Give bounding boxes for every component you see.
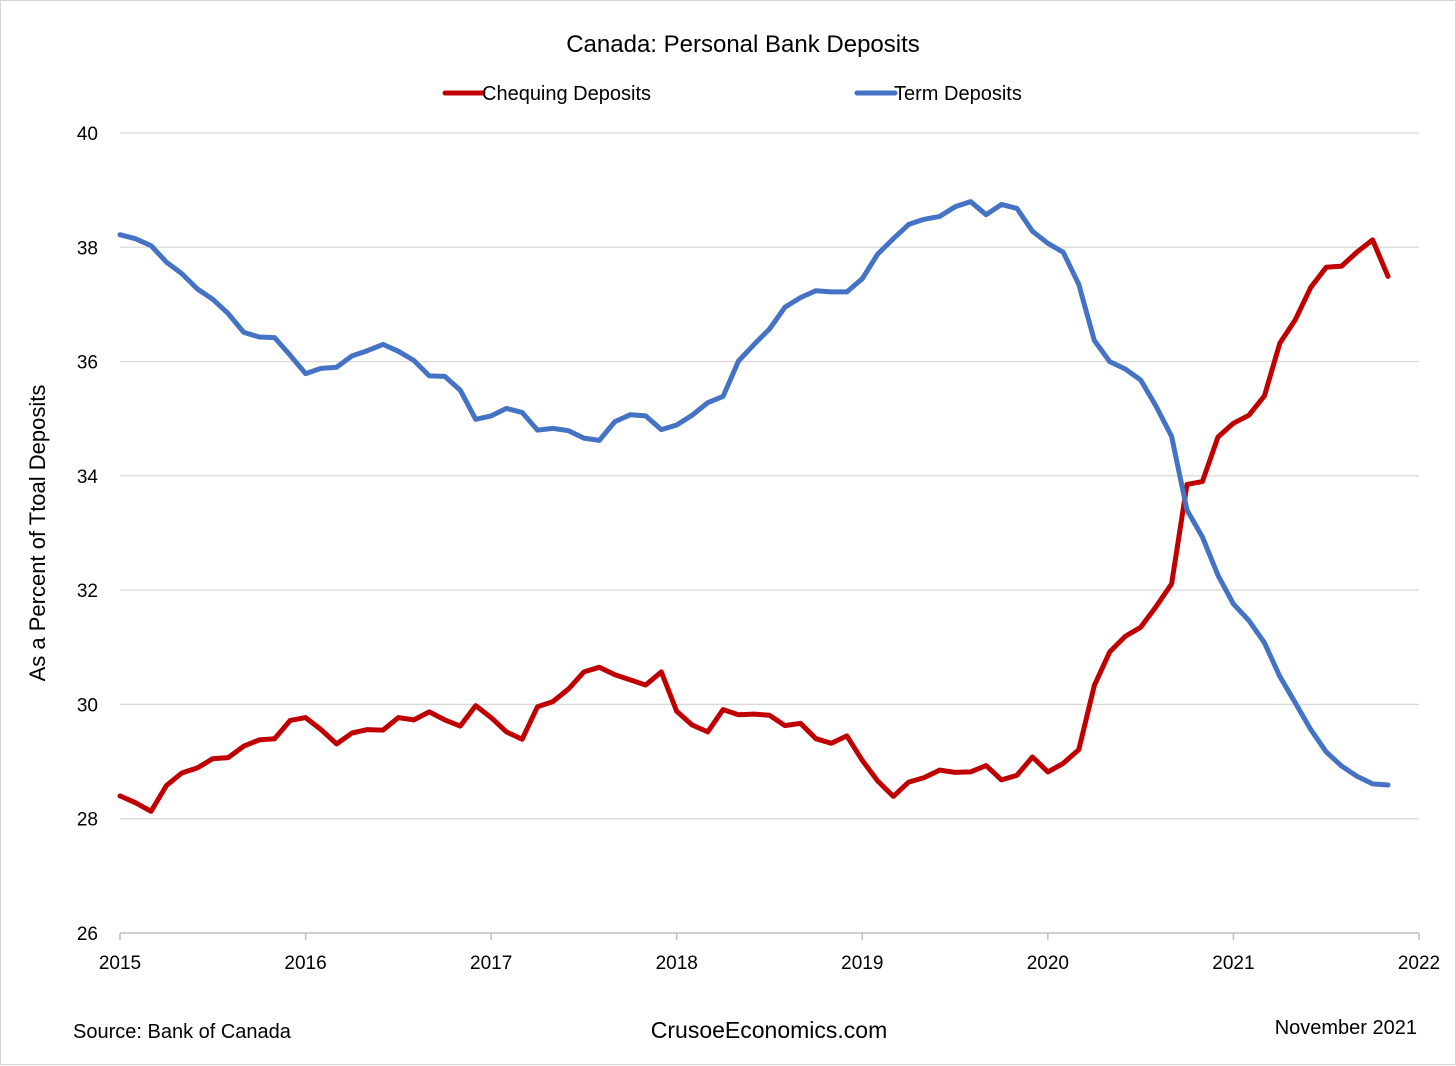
x-tick-label: 2016 — [284, 953, 326, 974]
y-tick-label: 40 — [77, 124, 98, 145]
x-tick-label: 2019 — [841, 953, 883, 974]
y-tick-label: 36 — [77, 353, 98, 374]
chequing-deposits-line — [117, 237, 1391, 814]
footer-site: CrusoeEconomics.com — [651, 1017, 887, 1043]
x-tick-label: 2021 — [1212, 953, 1254, 974]
x-tick-label: 2017 — [470, 953, 512, 974]
legend: Chequing Deposits Term Deposits — [442, 83, 1022, 105]
footer-date: November 2021 — [1275, 1017, 1417, 1039]
y-tick-label: 34 — [77, 467, 99, 488]
y-tick-label: 38 — [77, 238, 98, 259]
series-lines — [117, 199, 1391, 814]
y-tick-label: 28 — [77, 810, 98, 831]
chart-title: Canada: Personal Bank Deposits — [566, 31, 920, 58]
y-axis-label: As a Percent of Ttoal Deposits — [25, 385, 50, 682]
y-tick-label: 30 — [77, 695, 98, 716]
legend-label-term: Term Deposits — [894, 83, 1022, 105]
y-tick-labels: 26 28 30 32 34 36 38 40 — [77, 124, 99, 945]
x-tick-label: 2018 — [656, 953, 698, 974]
y-tick-label: 32 — [77, 581, 98, 602]
y-tick-label: 26 — [77, 924, 98, 945]
x-axis — [119, 932, 1420, 940]
x-tick-label: 2020 — [1027, 953, 1069, 974]
x-tick-label: 2015 — [99, 953, 141, 974]
x-tick-label: 2022 — [1398, 953, 1440, 974]
term-deposits-line — [117, 199, 1391, 788]
x-tick-labels: 2015 2016 2017 2018 2019 2020 2021 2022 — [99, 953, 1440, 974]
footer-source: Source: Bank of Canada — [73, 1021, 292, 1043]
legend-label-chequing: Chequing Deposits — [482, 83, 651, 105]
gridlines — [120, 132, 1419, 820]
